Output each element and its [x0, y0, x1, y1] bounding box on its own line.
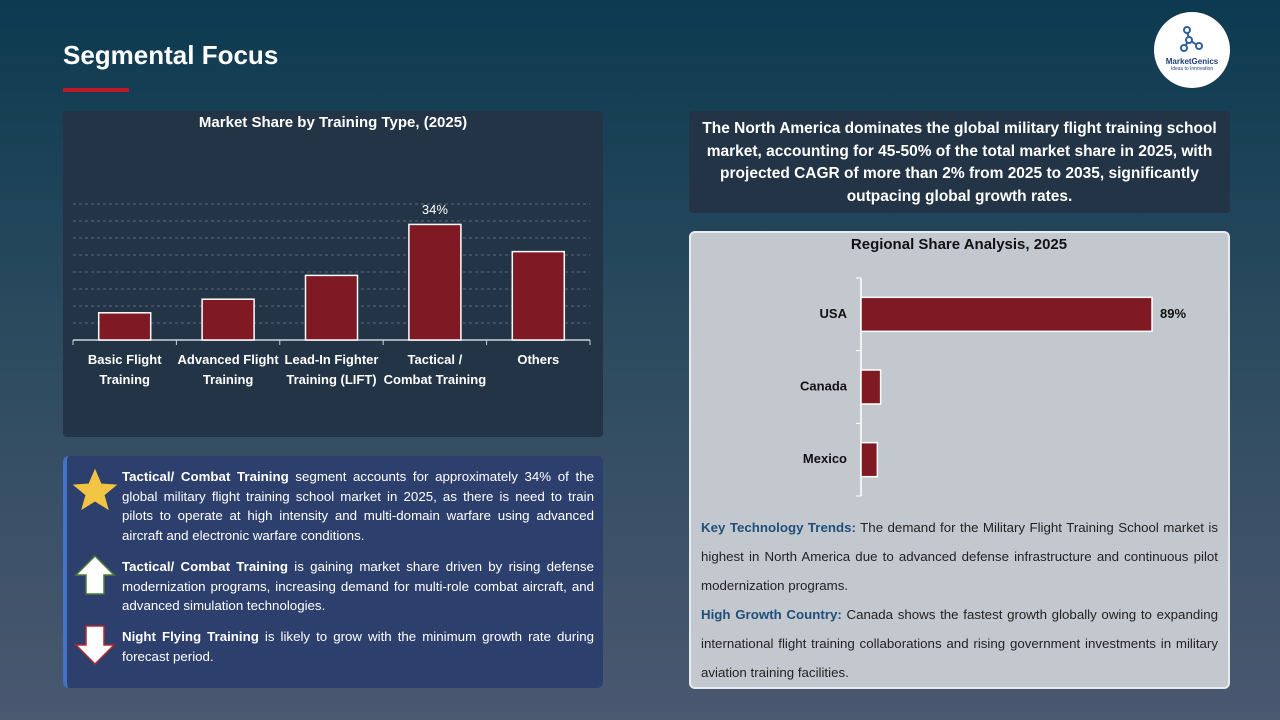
- x-tick-label: Basic Flight Training: [87, 352, 162, 387]
- bullet-lead: Tactical/ Combat Training: [122, 559, 288, 574]
- insight: High Growth Country: Canada shows the fa…: [701, 600, 1218, 687]
- bullet: Tactical/ Combat Training is gaining mar…: [122, 557, 594, 616]
- y-tick-label: Mexico: [803, 451, 847, 466]
- logo: MarketGenics Ideas to Innovation: [1154, 12, 1230, 88]
- summary-panel: [689, 111, 1230, 213]
- bullet-lead: Night Flying Training: [122, 629, 259, 644]
- bar: [304, 274, 359, 341]
- bar: [97, 312, 152, 341]
- slide-title: Segmental Focus: [63, 40, 279, 70]
- chart-title: Regional Share Analysis, 2025: [851, 236, 1067, 253]
- x-tick-label: Lead-In Fighter Training (LIFT): [284, 352, 379, 387]
- bar: [408, 223, 462, 341]
- star-icon: [72, 468, 118, 511]
- title-underline: [63, 88, 129, 92]
- bullet-lead: Tactical/ Combat Training: [122, 469, 289, 484]
- x-tick-label: Others: [517, 352, 560, 367]
- x-tick-label: Tactical / Combat Training: [383, 352, 487, 387]
- bullet-text: is gaining market share driven by rising…: [122, 559, 594, 613]
- value-label: 89%: [1160, 306, 1186, 321]
- down-arrow-icon: [74, 625, 116, 666]
- bar: [201, 298, 255, 341]
- logo-name: MarketGenics: [1165, 57, 1219, 66]
- bar: [860, 369, 882, 405]
- logo-tagline: Ideas to Innovation: [1170, 66, 1214, 72]
- chart-title: Market Share by Training Type, (2025): [199, 114, 467, 131]
- bullet-text: is likely to grow with the minimum growt…: [122, 629, 594, 664]
- bar: [511, 250, 566, 341]
- up-arrow-icon: [74, 554, 116, 595]
- bar: [860, 441, 879, 478]
- y-tick-label: USA: [820, 306, 848, 321]
- value-label: 34%: [422, 202, 448, 217]
- insight-text: Canada shows the fastest growth globally…: [701, 607, 1218, 680]
- logo-icon: [1180, 26, 1203, 52]
- bullet: Night Flying Training is likely to grow …: [122, 627, 594, 666]
- insight-text: The demand for the Military Flight Train…: [701, 520, 1218, 593]
- icons: [72, 468, 118, 666]
- bullet: Tactical/ Combat Training segment accoun…: [122, 467, 594, 545]
- insight-label: Key Technology Trends:: [701, 520, 856, 535]
- insight-label: High Growth Country:: [701, 607, 842, 622]
- x-tick-label: Advanced Flight Training: [177, 352, 279, 387]
- bullet-text: segment accounts for approximately 34% o…: [122, 469, 594, 543]
- insight: Key Technology Trends: The demand for th…: [701, 513, 1218, 600]
- y-tick-label: Canada: [800, 378, 848, 393]
- bar: [860, 296, 1153, 333]
- insights: Key Technology Trends: The demand for th…: [701, 513, 1218, 687]
- summary-text: The North America dominates the global m…: [702, 120, 1217, 205]
- bullet-panel: [63, 456, 603, 688]
